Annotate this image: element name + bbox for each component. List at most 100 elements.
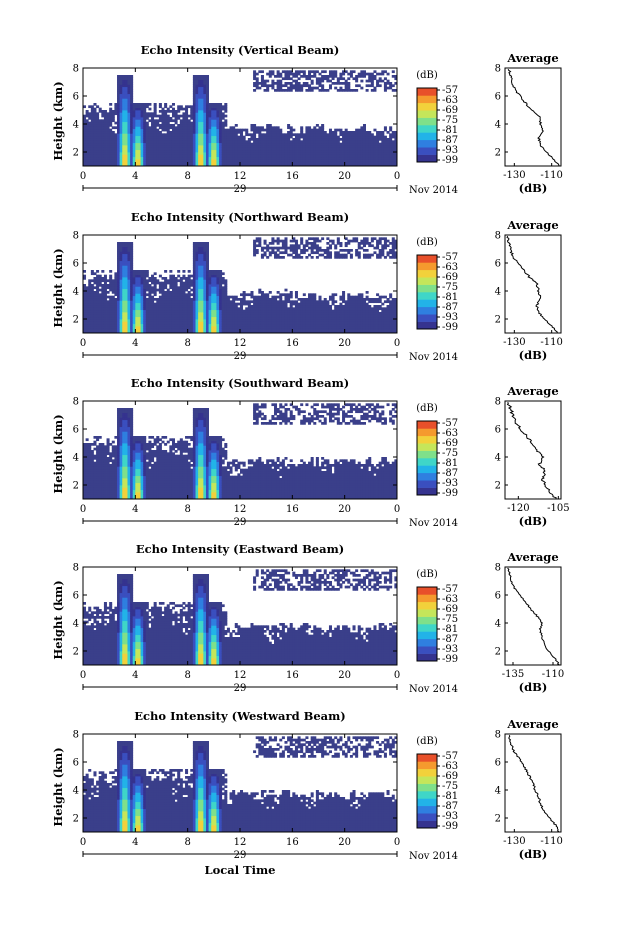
colorbar-frame [416, 87, 438, 163]
average-y-tick-label: 4 [495, 287, 501, 298]
y-tick-label: 4 [73, 786, 79, 797]
colorbar-swatch [417, 428, 437, 437]
colorbar-swatch [417, 768, 437, 777]
colorbar-label: -57 [442, 252, 458, 263]
colorbar-swatch [417, 110, 437, 118]
colorbar-swatch [417, 761, 437, 770]
x-tick-label: 0 [394, 338, 400, 349]
colorbar-swatch [417, 147, 437, 155]
colorbar-label: -87 [442, 468, 458, 479]
colorbar-label: -57 [442, 584, 458, 595]
y-tick-label: 2 [73, 814, 79, 825]
colorbar-label: -75 [442, 448, 458, 459]
colorbar-frame [416, 586, 438, 662]
colorbar-label: -93 [442, 312, 458, 323]
average-profile-line [506, 401, 557, 500]
colorbar-swatch [417, 277, 437, 285]
colorbar-unit: (dB) [416, 736, 438, 747]
average-y-tick-label: 6 [495, 92, 501, 103]
average-x-tick-label: -110 [540, 836, 562, 847]
colorbar-unit: (dB) [416, 569, 438, 580]
colorbar-swatch [417, 458, 437, 466]
average-y-tick-label: 4 [495, 786, 501, 797]
y-tick-label: 2 [73, 315, 79, 326]
average-title: Average [506, 218, 558, 232]
colorbar-swatch [417, 813, 437, 821]
x-tick-label: 4 [132, 504, 138, 515]
period-label: Nov 2014 [409, 851, 458, 862]
x-tick-label: 4 [132, 171, 138, 182]
y-tick-label: 4 [73, 453, 79, 464]
x-tick-label: 8 [184, 171, 190, 182]
colorbar-swatch [417, 292, 437, 300]
x-tick-label: 16 [286, 338, 299, 349]
x-tick-label: 0 [80, 837, 86, 848]
average-y-tick-label: 8 [495, 563, 501, 574]
average-profile-line [506, 235, 558, 334]
colorbar-swatch [417, 487, 437, 496]
heatmap [83, 403, 398, 500]
y-tick-label: 2 [73, 148, 79, 159]
colorbar-label: -93 [442, 145, 458, 156]
colorbar-swatch [417, 465, 437, 474]
colorbar-swatch [417, 653, 437, 662]
colorbar-label: -99 [442, 488, 458, 499]
colorbar-swatch [417, 472, 437, 481]
x-tick-label: 0 [80, 171, 86, 182]
heatmap [83, 569, 398, 666]
average-y-tick-label: 8 [495, 64, 501, 75]
panel-title: Echo Intensity (Eastward Beam) [136, 542, 344, 556]
y-tick-label: 8 [73, 231, 79, 242]
y-axis-label: Height (km) [51, 414, 65, 493]
average-y-tick-label: 6 [495, 591, 501, 602]
colorbar-swatch [417, 102, 437, 111]
colorbar-label: -69 [442, 438, 458, 449]
average-frame [504, 566, 562, 666]
y-tick-label: 4 [73, 120, 79, 131]
panel-1: Echo Intensity (Vertical Beam) 2 4 6 8 Height… [51, 43, 563, 196]
x-tick-label: 16 [286, 837, 299, 848]
colorbar-swatch [417, 480, 437, 488]
colorbar-label: -93 [442, 478, 458, 489]
colorbar-label: -75 [442, 282, 458, 293]
x-tick-label: 16 [286, 171, 299, 182]
date-label: 29 [234, 184, 247, 195]
colorbar-label: -69 [442, 771, 458, 782]
average-y-tick-label: 4 [495, 120, 501, 131]
panel-2: Echo Intensity (Northward Beam) 2 4 6 8 Heigh… [51, 210, 563, 363]
average-y-tick-label: 6 [495, 758, 501, 769]
average-x-label: (dB) [519, 348, 548, 362]
y-tick-label: 8 [73, 397, 79, 408]
y-tick-label: 6 [73, 425, 79, 436]
colorbar-frame [416, 254, 438, 330]
average-x-tick-label: -110 [542, 669, 564, 680]
average-x-tick-label: -130 [503, 170, 525, 181]
colorbar-label: -57 [442, 751, 458, 762]
colorbar-swatch [417, 262, 437, 271]
average-y-tick-label: 8 [495, 231, 501, 242]
average-frame [504, 733, 562, 833]
y-tick-label: 8 [73, 730, 79, 741]
average-x-tick-label: -110 [540, 337, 562, 348]
colorbar-swatch [417, 88, 437, 96]
average-x-tick-label: -105 [547, 503, 569, 514]
x-tick-label: 0 [80, 504, 86, 515]
panel-title: Echo Intensity (Northward Beam) [131, 210, 349, 224]
colorbar-swatch [417, 154, 437, 163]
x-tick-label: 20 [338, 504, 351, 515]
panel-title: Echo Intensity (Vertical Beam) [141, 43, 340, 57]
y-tick-label: 8 [73, 563, 79, 574]
x-tick-label: 0 [394, 670, 400, 681]
average-y-tick-label: 2 [495, 315, 501, 326]
colorbar-label: -99 [442, 155, 458, 166]
colorbar-swatch [417, 132, 437, 141]
average-x-tick-label: -130 [503, 337, 525, 348]
average-y-tick-label: 2 [495, 814, 501, 825]
y-tick-label: 2 [73, 481, 79, 492]
colorbar-swatch [417, 638, 437, 647]
average-title: Average [506, 550, 558, 564]
average-y-tick-label: 2 [495, 481, 501, 492]
colorbar-label: -99 [442, 821, 458, 832]
colorbar-swatch [417, 95, 437, 104]
x-tick-label: 4 [132, 837, 138, 848]
